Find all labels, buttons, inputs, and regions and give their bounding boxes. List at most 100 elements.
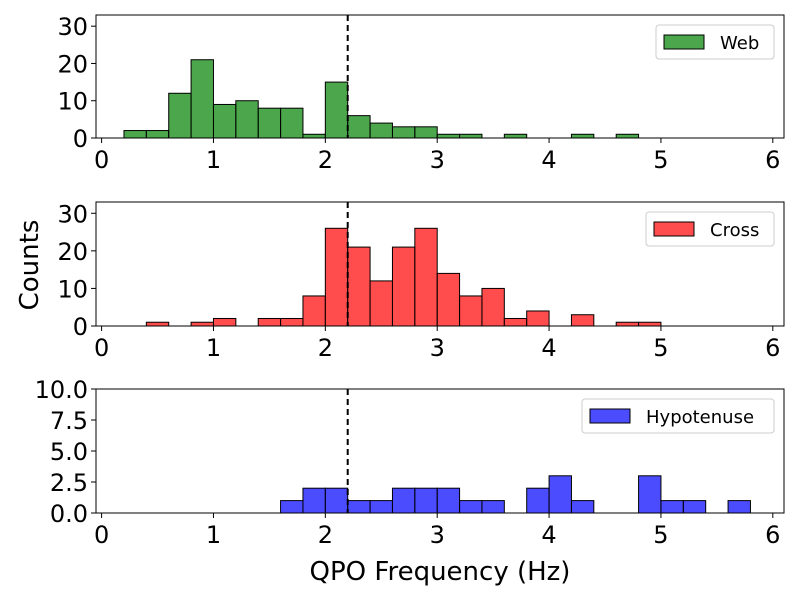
- x-tick-label: 3: [430, 521, 445, 549]
- cross-bar: [570, 314, 595, 327]
- hypotenuse-bar: [280, 500, 304, 514]
- cross-bar: [280, 317, 304, 327]
- cross-y-ticks: 0 10 20 30: [57, 200, 96, 341]
- web-bar: [436, 133, 461, 139]
- cross-bar: [436, 272, 461, 327]
- y-tick-label: 10.0: [35, 376, 88, 404]
- web-bar: [168, 92, 192, 139]
- panel-web: 0 1 2 3 4 5 6 0 10 20 30 Web: [57, 13, 785, 174]
- web-x-ticks: 0 1 2 3 4 5 6: [94, 138, 780, 174]
- x-tick-label: 0: [94, 521, 109, 549]
- x-tick-label: 0: [94, 146, 109, 174]
- cross-bar: [526, 310, 550, 327]
- cross-bar: [414, 227, 438, 327]
- web-bar: [280, 107, 304, 139]
- hypotenuse-bar: [391, 487, 416, 514]
- cross-bar: [481, 287, 505, 327]
- hypotenuse-bar: [638, 475, 662, 514]
- cross-legend: Cross: [645, 211, 775, 247]
- y-tick-label: 30: [57, 13, 88, 41]
- web-bar: [570, 133, 595, 139]
- web-bar: [615, 133, 640, 139]
- web-bar: [324, 81, 349, 139]
- cross-x-ticks: 0 1 2 3 4 5 6: [94, 326, 780, 362]
- cross-bar: [212, 317, 237, 327]
- cross-bar: [503, 317, 528, 327]
- y-tick-label: 10: [57, 275, 88, 303]
- x-tick-label: 1: [206, 146, 221, 174]
- legend-label: Cross: [710, 220, 759, 241]
- panel-hypotenuse: 0 1 2 3 4 5 6 0.0 2.5 5.0 7.5 10.0 Hypotenuse: [35, 376, 785, 549]
- legend-box: [645, 211, 775, 247]
- web-bar: [459, 133, 483, 139]
- hypotenuse-x-ticks: 0 1 2 3 4 5 6: [94, 513, 780, 549]
- cross-bar: [615, 321, 640, 327]
- cross-bar: [369, 280, 393, 327]
- y-axis-title: Counts: [15, 220, 45, 311]
- hypotenuse-y-ticks: 0.0 2.5 5.0 7.5 10.0: [35, 376, 96, 528]
- web-y-ticks: 0 10 20 30: [57, 13, 96, 153]
- x-tick-label: 3: [430, 334, 445, 362]
- web-bar: [145, 130, 170, 139]
- hypotenuse-legend: Hypotenuse: [581, 398, 775, 434]
- web-bar: [503, 133, 528, 139]
- x-tick-label: 5: [653, 146, 668, 174]
- web-bar: [257, 107, 282, 139]
- hypotenuse-bar: [369, 500, 393, 514]
- y-tick-label: 10: [57, 88, 88, 116]
- hypotenuse-bar: [682, 500, 707, 514]
- x-tick-label: 6: [765, 334, 780, 362]
- x-axis-title: QPO Frequency (Hz): [310, 557, 571, 587]
- y-tick-label: 0.0: [50, 500, 88, 528]
- web-bar: [235, 100, 259, 139]
- x-tick-label: 6: [765, 521, 780, 549]
- legend-label: Hypotenuse: [646, 407, 754, 428]
- x-tick-label: 6: [765, 146, 780, 174]
- x-tick-label: 4: [541, 334, 556, 362]
- hypotenuse-bar: [727, 500, 751, 514]
- cross-bar: [145, 321, 170, 327]
- y-tick-label: 20: [57, 50, 88, 78]
- hypotenuse-bar: [459, 500, 483, 514]
- y-tick-label: 0: [73, 313, 88, 341]
- hypotenuse-bars: [280, 475, 751, 514]
- legend-swatch: [653, 221, 695, 237]
- panel-cross: 0 1 2 3 4 5 6 0 10 20 30 Cross: [57, 200, 785, 362]
- hypotenuse-bar: [660, 500, 684, 514]
- hypotenuse-bar: [481, 500, 505, 514]
- y-tick-label: 20: [57, 238, 88, 266]
- x-tick-label: 1: [206, 521, 221, 549]
- cross-bar: [257, 317, 282, 327]
- web-bar: [369, 122, 393, 139]
- x-tick-label: 1: [206, 334, 221, 362]
- legend-swatch: [589, 408, 631, 424]
- cross-bar: [638, 321, 662, 327]
- hypotenuse-bar: [570, 500, 595, 514]
- web-bar: [347, 115, 371, 139]
- web-axes-frame: [95, 14, 785, 139]
- x-tick-label: 3: [430, 146, 445, 174]
- web-bar: [190, 59, 214, 139]
- x-tick-label: 5: [653, 334, 668, 362]
- web-bar: [212, 103, 237, 139]
- web-bars: [123, 59, 640, 139]
- y-tick-label: 2.5: [50, 469, 88, 497]
- legend-box: [581, 398, 775, 434]
- hypotenuse-bar: [302, 487, 326, 514]
- hypotenuse-bar: [414, 487, 438, 514]
- x-tick-label: 5: [653, 521, 668, 549]
- web-bar: [302, 133, 326, 139]
- x-tick-label: 2: [318, 334, 333, 362]
- cross-bar: [347, 246, 371, 327]
- x-tick-label: 4: [541, 146, 556, 174]
- cross-bar: [391, 246, 416, 327]
- web-legend: Web: [655, 24, 775, 60]
- web-bar: [391, 126, 416, 139]
- x-tick-label: 0: [94, 334, 109, 362]
- web-bar: [414, 126, 438, 139]
- cross-bar: [459, 295, 483, 327]
- hypotenuse-bar: [347, 500, 371, 514]
- legend-swatch: [663, 34, 705, 50]
- hypotenuse-bar: [324, 487, 349, 514]
